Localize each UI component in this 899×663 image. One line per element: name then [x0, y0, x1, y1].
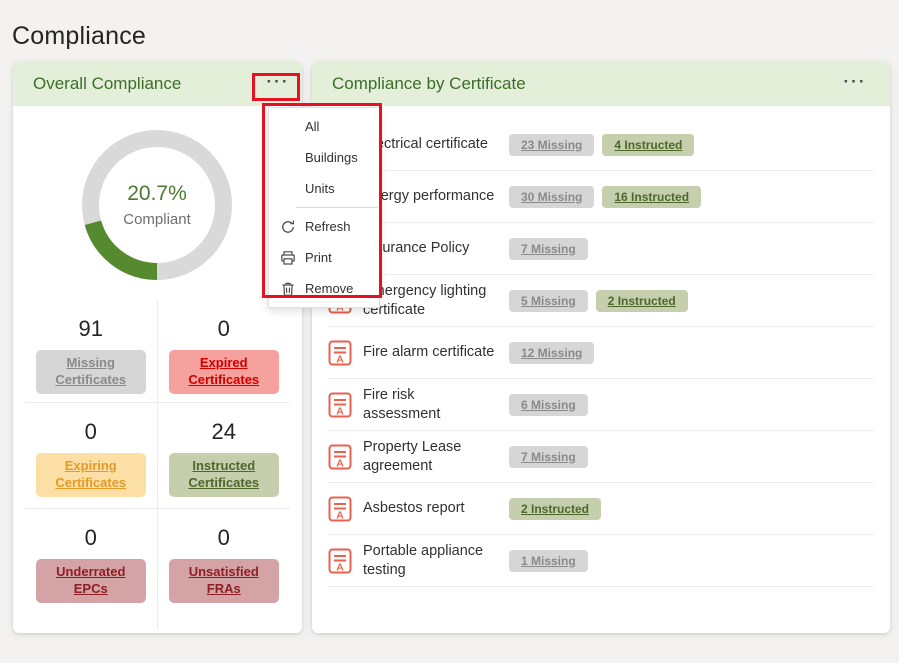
- stat-value: 0: [217, 316, 230, 341]
- menu-icon-spacer: [280, 181, 296, 197]
- certificate-icon: A: [328, 444, 352, 470]
- svg-text:A: A: [336, 561, 344, 573]
- certificate-icon: A: [328, 340, 352, 366]
- menu-item-label: Remove: [305, 281, 354, 296]
- instructed-badge-link[interactable]: 2 Instructed: [509, 497, 602, 520]
- menu-item-label: Buildings: [305, 150, 358, 165]
- stat-badge-link[interactable]: Expired Certificates: [168, 350, 279, 394]
- menu-item-units[interactable]: Units: [269, 173, 379, 204]
- menu-item-buildings[interactable]: Buildings: [269, 142, 379, 173]
- missing-badge-link[interactable]: 1 Missing: [509, 549, 588, 572]
- menu-divider: [296, 207, 378, 208]
- certificate-row: A Fire alarm certificate 12 Missing: [328, 327, 874, 379]
- certificate-name: Insurance Policy: [363, 240, 470, 257]
- context-menu: All Buildings Units Refresh Print Remove: [268, 107, 380, 308]
- donut-ring: [82, 130, 232, 280]
- certificate-name: Electrical certificate: [363, 136, 488, 153]
- missing-badge-link[interactable]: 30 Missing: [509, 185, 595, 208]
- menu-item-label: Refresh: [305, 219, 351, 234]
- missing-badge-link[interactable]: 6 Missing: [509, 393, 588, 416]
- stat-cell: 0 Underrated EPCs: [25, 509, 158, 630]
- certificate-name: Energy performance: [363, 188, 495, 205]
- certificate-row: A Property Lease agreement 7 Missing: [328, 431, 874, 483]
- certificate-icon: A: [328, 392, 352, 418]
- certificate-name: Property Lease agreement: [363, 438, 462, 474]
- certificate-icon: A: [328, 496, 352, 522]
- stat-cell: 0 Expired Certificates: [157, 300, 290, 403]
- certificate-list: A Electrical certificate 23 Missing 4 Instr…: [312, 106, 890, 587]
- overall-card-header: Overall Compliance ···: [13, 62, 302, 106]
- stat-value: 0: [217, 525, 230, 550]
- compliance-by-certificate-card: Compliance by Certificate ··· A Electrica…: [312, 62, 890, 633]
- stat-cell: 91 Missing Certificates: [25, 300, 158, 403]
- page-title: Compliance: [12, 22, 147, 50]
- stat-cell: 0 Expiring Certificates: [25, 403, 158, 509]
- missing-badge-link[interactable]: 12 Missing: [509, 341, 595, 364]
- stat-badge-link[interactable]: Unsatisfied FRAs: [168, 559, 279, 603]
- menu-icon-spacer: [280, 119, 296, 135]
- certificate-row: A Fire risk assessment 6 Missing: [328, 379, 874, 431]
- menu-item-label: Print: [305, 250, 332, 265]
- stat-badge-link[interactable]: Missing Certificates: [35, 350, 146, 394]
- missing-badge-link[interactable]: 7 Missing: [509, 237, 588, 260]
- overall-card-title: Overall Compliance: [33, 74, 182, 93]
- stat-value: 0: [84, 525, 97, 550]
- certificate-name: Fire risk assessment: [363, 386, 441, 422]
- menu-item-refresh[interactable]: Refresh: [269, 211, 379, 242]
- svg-text:A: A: [336, 353, 344, 365]
- certificate-card-more-button[interactable]: ···: [834, 71, 876, 98]
- certificate-name: Asbestos report: [363, 500, 465, 517]
- certificate-row: A Portable appliance testing 1 Missing: [328, 535, 874, 587]
- certificate-card-title: Compliance by Certificate: [332, 74, 526, 93]
- stat-value: 0: [84, 419, 97, 444]
- stat-badge-link[interactable]: Instructed Certificates: [168, 453, 279, 497]
- certificate-name: Emergency lighting certificate: [363, 282, 487, 318]
- menu-item-all[interactable]: All: [269, 111, 379, 142]
- stats-grid: 91 Missing Certificates 0 Expired Certifica…: [25, 300, 290, 630]
- svg-text:A: A: [336, 405, 344, 417]
- certificate-card-header: Compliance by Certificate ···: [312, 62, 890, 106]
- certificate-icon: A: [328, 548, 352, 574]
- instructed-badge-link[interactable]: 4 Instructed: [602, 133, 695, 156]
- missing-badge-link[interactable]: 5 Missing: [509, 289, 588, 312]
- menu-icon-spacer: [280, 150, 296, 166]
- menu-item-remove[interactable]: Remove: [269, 273, 379, 304]
- svg-text:A: A: [336, 509, 344, 521]
- certificate-row: A Asbestos report 2 Instructed: [328, 483, 874, 535]
- menu-item-label: Units: [305, 181, 335, 196]
- stat-value: 24: [211, 419, 236, 444]
- stat-badge-link[interactable]: Underrated EPCs: [35, 559, 146, 603]
- svg-text:A: A: [336, 457, 344, 469]
- stat-cell: 24 Instructed Certificates: [157, 403, 290, 509]
- compliance-donut-chart: 20.7% Compliant: [77, 125, 237, 285]
- instructed-badge-link[interactable]: 2 Instructed: [595, 289, 688, 312]
- stat-badge-link[interactable]: Expiring Certificates: [35, 453, 146, 497]
- overall-card-more-button[interactable]: ···: [257, 71, 299, 98]
- stat-value: 91: [78, 316, 103, 341]
- certificate-name: Fire alarm certificate: [363, 344, 495, 361]
- instructed-badge-link[interactable]: 16 Instructed: [602, 185, 702, 208]
- trash-icon: [280, 281, 296, 297]
- menu-item-print[interactable]: Print: [269, 242, 379, 273]
- print-icon: [280, 250, 296, 266]
- certificate-name: Portable appliance testing: [363, 542, 484, 578]
- missing-badge-link[interactable]: 7 Missing: [509, 445, 588, 468]
- missing-badge-link[interactable]: 23 Missing: [509, 133, 595, 156]
- overall-compliance-card: Overall Compliance ··· 20.7% Compliant 9…: [13, 62, 302, 633]
- refresh-icon: [280, 219, 296, 235]
- menu-item-label: All: [305, 119, 320, 134]
- stat-cell: 0 Unsatisfied FRAs: [158, 509, 291, 630]
